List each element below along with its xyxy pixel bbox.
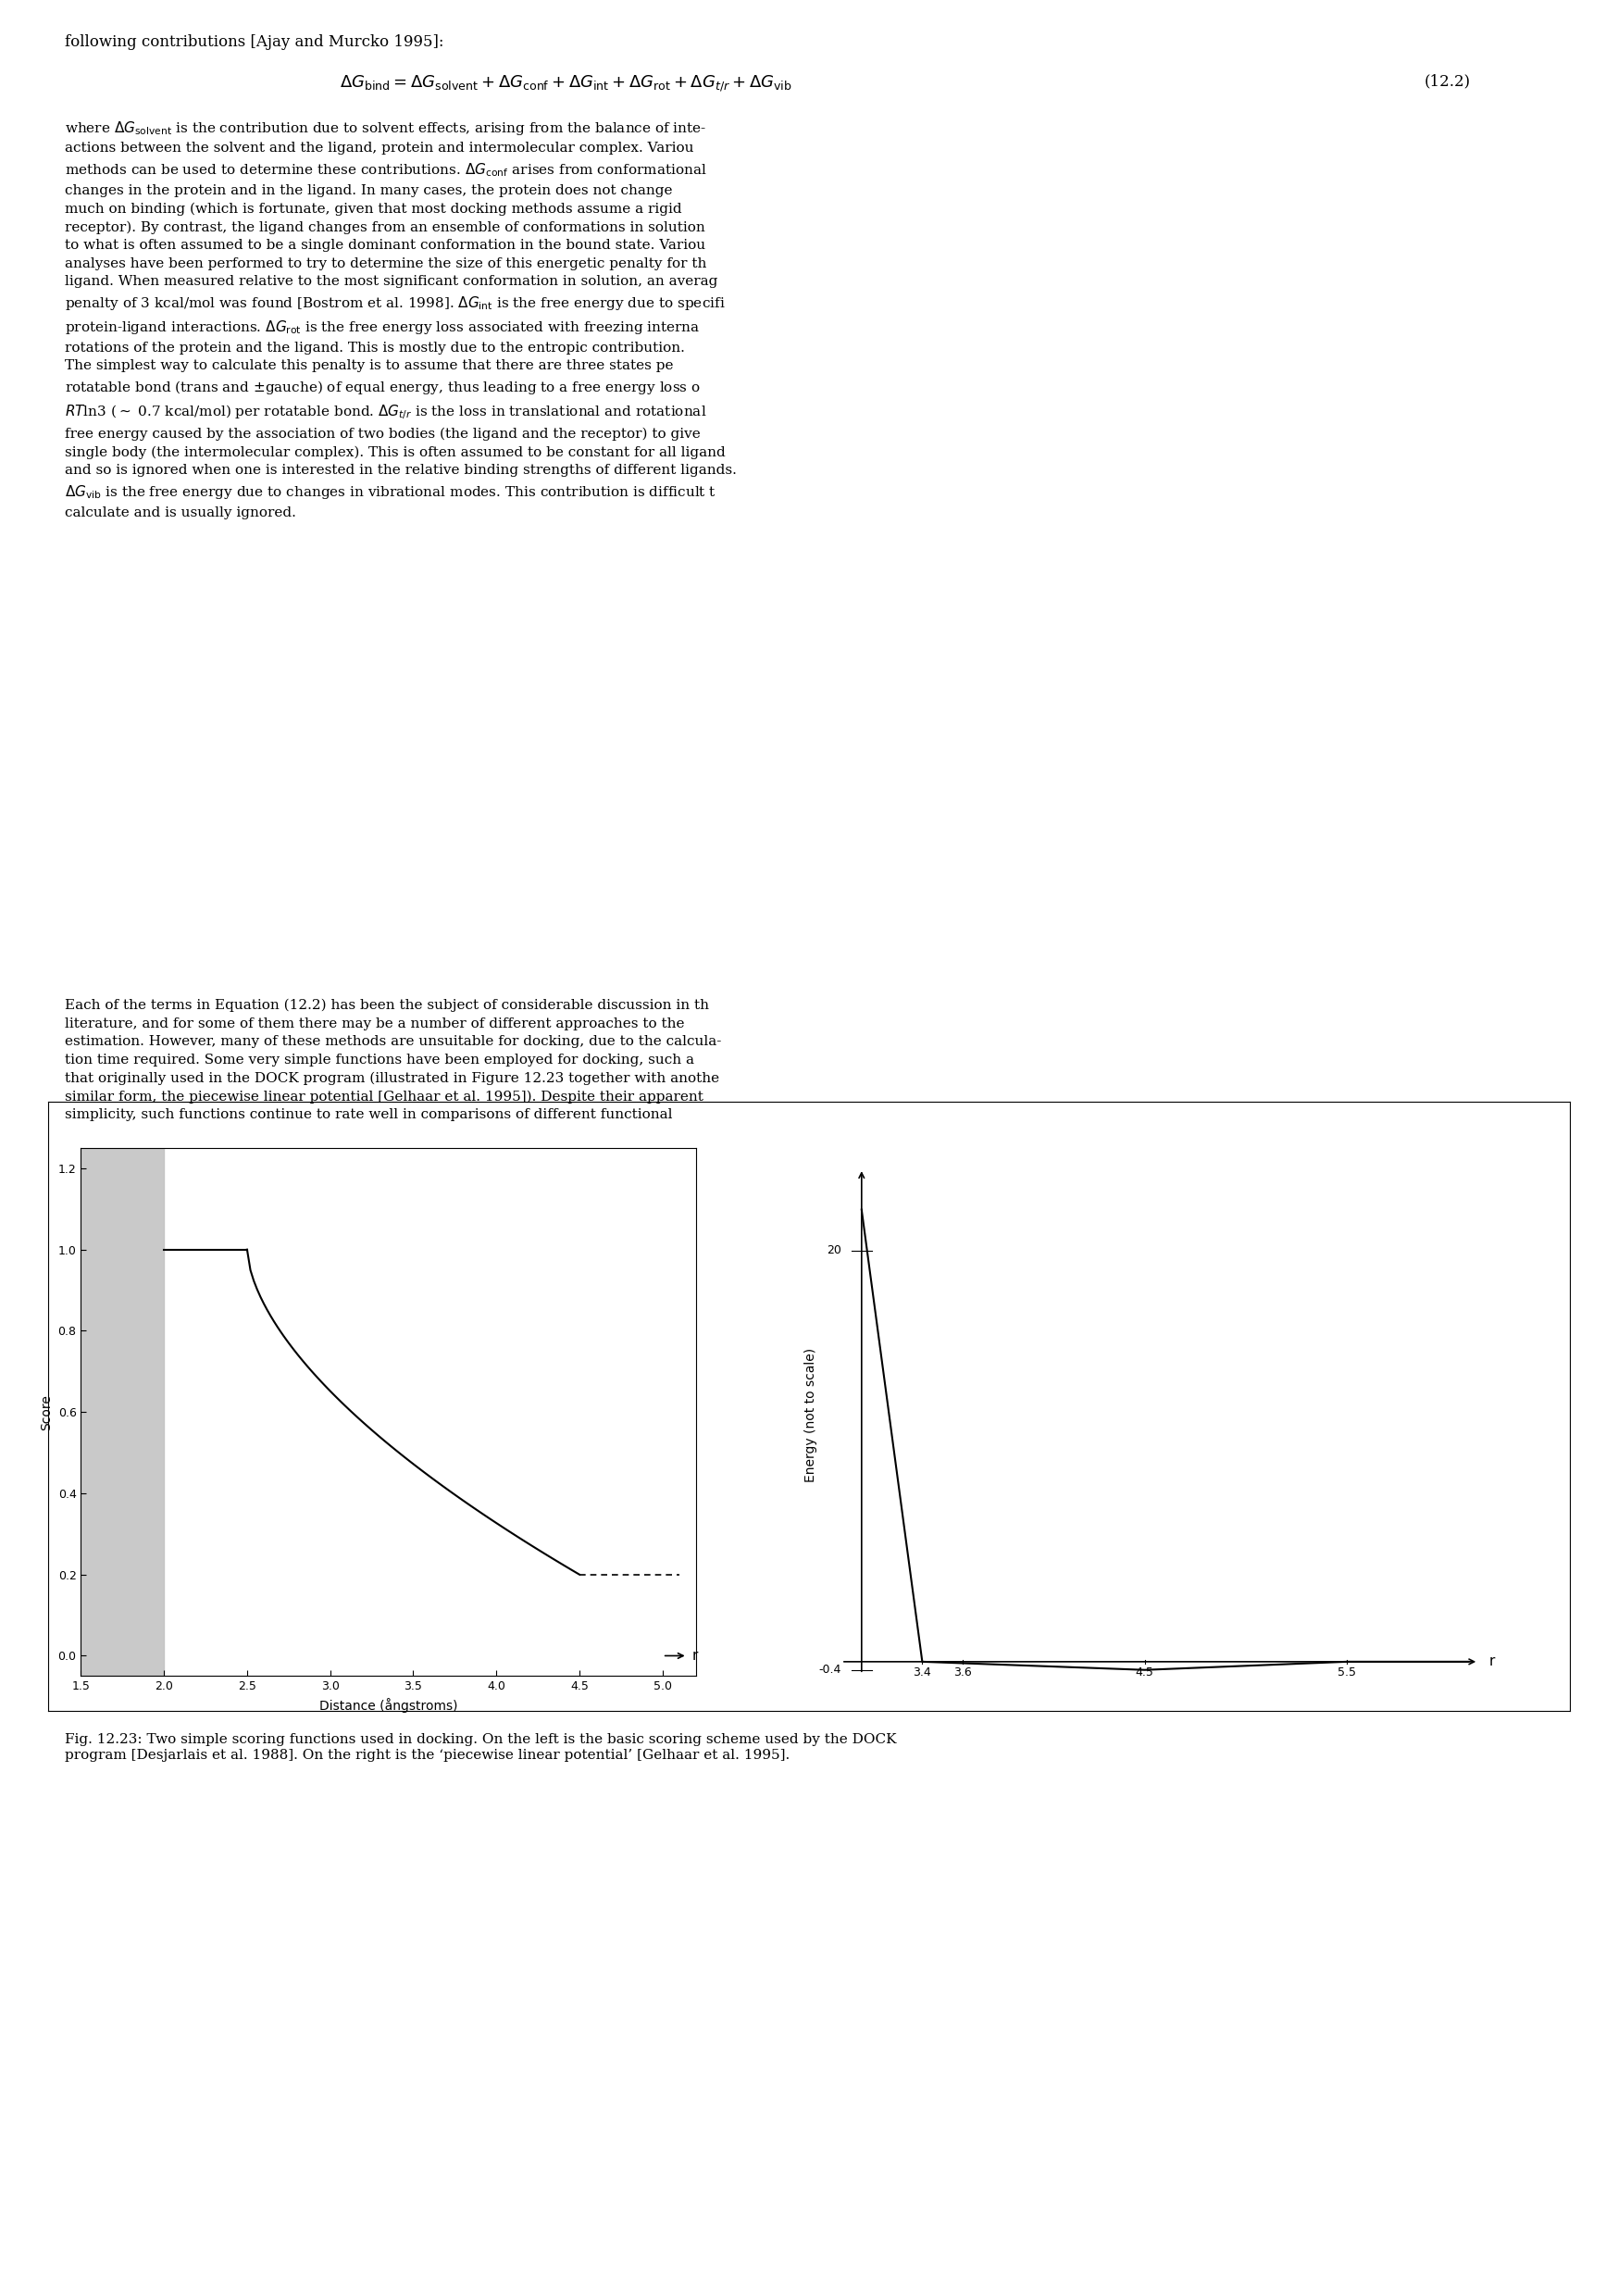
Text: -0.4: -0.4 [819, 1665, 841, 1676]
Text: Each of the terms in Equation (12.2) has been the subject of considerable discus: Each of the terms in Equation (12.2) has… [65, 999, 722, 1120]
Y-axis label: Score: Score [40, 1394, 53, 1430]
Text: 3.4: 3.4 [913, 1667, 932, 1678]
Text: following contributions [Ajay and Murcko 1995]:: following contributions [Ajay and Murcko… [65, 34, 443, 51]
X-axis label: Distance (ångstroms): Distance (ångstroms) [319, 1697, 458, 1713]
Text: 4.5: 4.5 [1136, 1667, 1154, 1678]
Text: (12.2): (12.2) [1424, 73, 1471, 90]
Text: Energy (not to scale): Energy (not to scale) [804, 1348, 817, 1483]
Text: 3.6: 3.6 [953, 1667, 972, 1678]
Text: 20: 20 [827, 1244, 841, 1256]
Text: $\Delta G_{\rm bind} = \Delta G_{\rm solvent} + \Delta G_{\rm conf} + \Delta G_{: $\Delta G_{\rm bind} = \Delta G_{\rm sol… [340, 73, 793, 94]
Text: r: r [1489, 1655, 1495, 1669]
Text: r: r [693, 1649, 699, 1662]
Text: 5.5: 5.5 [1338, 1667, 1356, 1678]
Text: Fig. 12.23: Two simple scoring functions used in docking. On the left is the bas: Fig. 12.23: Two simple scoring functions… [65, 1733, 896, 1761]
Text: where $\Delta G_{\rm solvent}$ is the contribution due to solvent effects, arisi: where $\Delta G_{\rm solvent}$ is the co… [65, 119, 736, 519]
